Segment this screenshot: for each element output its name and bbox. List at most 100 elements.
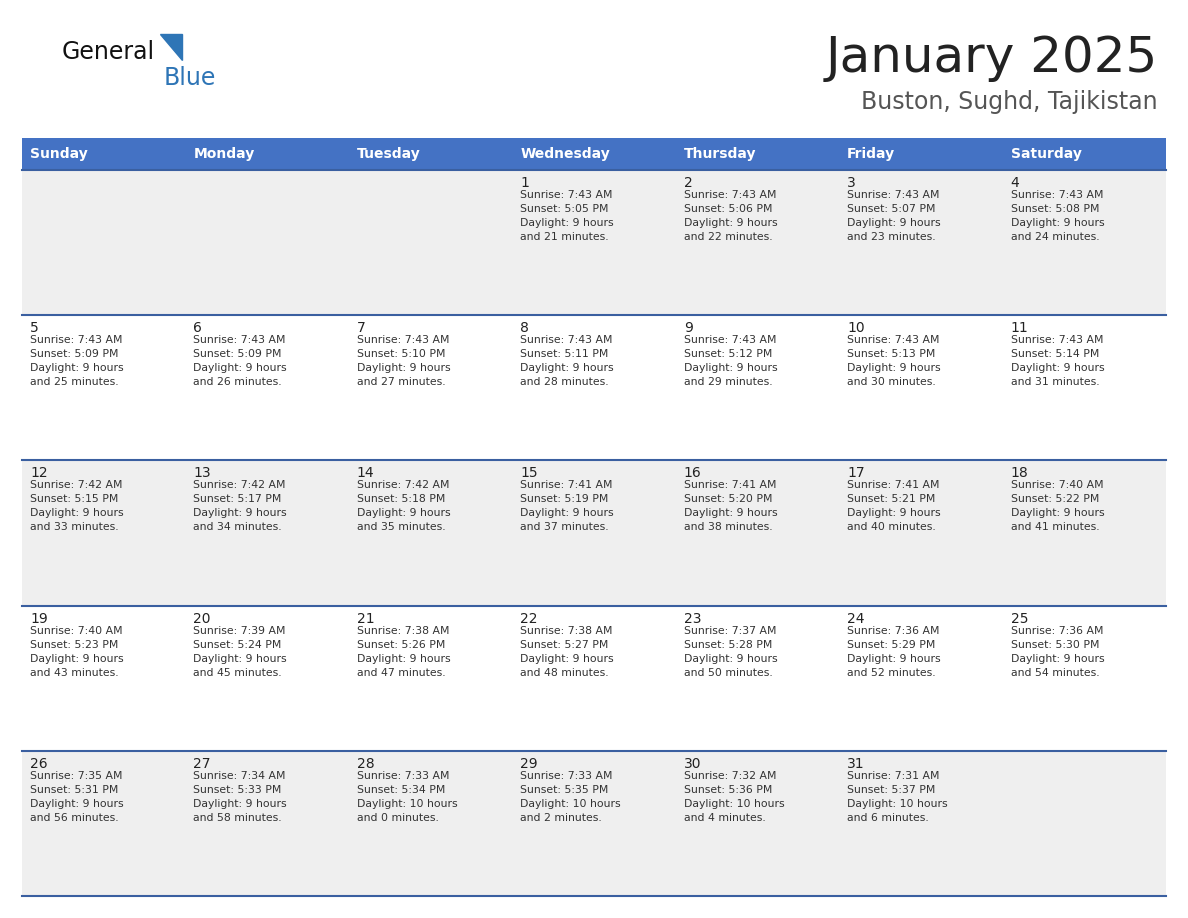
Text: Sunset: 5:09 PM: Sunset: 5:09 PM xyxy=(194,349,282,359)
FancyBboxPatch shape xyxy=(23,170,1165,315)
Text: Daylight: 9 hours: Daylight: 9 hours xyxy=(356,654,450,664)
Text: Sunrise: 7:43 AM: Sunrise: 7:43 AM xyxy=(684,190,776,200)
Text: and 50 minutes.: and 50 minutes. xyxy=(684,667,772,677)
Text: Sunset: 5:18 PM: Sunset: 5:18 PM xyxy=(356,495,446,504)
Text: 19: 19 xyxy=(30,611,48,625)
Text: and 43 minutes.: and 43 minutes. xyxy=(30,667,119,677)
Text: Daylight: 9 hours: Daylight: 9 hours xyxy=(30,364,124,374)
Text: and 48 minutes.: and 48 minutes. xyxy=(520,667,609,677)
Text: Sunrise: 7:32 AM: Sunrise: 7:32 AM xyxy=(684,771,776,781)
FancyBboxPatch shape xyxy=(23,606,1165,751)
Text: Sunset: 5:30 PM: Sunset: 5:30 PM xyxy=(1011,640,1099,650)
Text: and 47 minutes.: and 47 minutes. xyxy=(356,667,446,677)
Text: Sunrise: 7:38 AM: Sunrise: 7:38 AM xyxy=(520,625,613,635)
Text: Blue: Blue xyxy=(164,66,216,90)
FancyBboxPatch shape xyxy=(23,461,1165,606)
Text: and 34 minutes.: and 34 minutes. xyxy=(194,522,282,532)
Text: Buston, Sughd, Tajikistan: Buston, Sughd, Tajikistan xyxy=(861,90,1158,114)
Text: 23: 23 xyxy=(684,611,701,625)
Text: Sunset: 5:12 PM: Sunset: 5:12 PM xyxy=(684,349,772,359)
Text: Daylight: 9 hours: Daylight: 9 hours xyxy=(684,218,777,228)
Text: 12: 12 xyxy=(30,466,48,480)
Text: 10: 10 xyxy=(847,321,865,335)
Text: Sunset: 5:06 PM: Sunset: 5:06 PM xyxy=(684,204,772,214)
Text: 7: 7 xyxy=(356,321,366,335)
Text: Sunset: 5:15 PM: Sunset: 5:15 PM xyxy=(30,495,119,504)
Text: Sunset: 5:22 PM: Sunset: 5:22 PM xyxy=(1011,495,1099,504)
Text: Daylight: 9 hours: Daylight: 9 hours xyxy=(1011,364,1104,374)
Text: 25: 25 xyxy=(1011,611,1028,625)
Text: and 4 minutes.: and 4 minutes. xyxy=(684,812,765,823)
Text: Daylight: 9 hours: Daylight: 9 hours xyxy=(30,654,124,664)
Text: Sunrise: 7:36 AM: Sunrise: 7:36 AM xyxy=(847,625,940,635)
Text: 30: 30 xyxy=(684,756,701,771)
Text: and 6 minutes.: and 6 minutes. xyxy=(847,812,929,823)
Text: 2: 2 xyxy=(684,176,693,190)
Text: and 58 minutes.: and 58 minutes. xyxy=(194,812,282,823)
Text: Sunrise: 7:33 AM: Sunrise: 7:33 AM xyxy=(520,771,613,781)
Text: Sunrise: 7:31 AM: Sunrise: 7:31 AM xyxy=(847,771,940,781)
Text: Sunrise: 7:42 AM: Sunrise: 7:42 AM xyxy=(30,480,122,490)
Text: Daylight: 9 hours: Daylight: 9 hours xyxy=(194,509,287,519)
Text: Sunrise: 7:36 AM: Sunrise: 7:36 AM xyxy=(1011,625,1104,635)
Text: and 0 minutes.: and 0 minutes. xyxy=(356,812,438,823)
Text: Sunset: 5:09 PM: Sunset: 5:09 PM xyxy=(30,349,119,359)
FancyBboxPatch shape xyxy=(23,315,1165,461)
Text: and 30 minutes.: and 30 minutes. xyxy=(847,377,936,387)
Text: Daylight: 9 hours: Daylight: 9 hours xyxy=(356,509,450,519)
Text: Daylight: 9 hours: Daylight: 9 hours xyxy=(356,364,450,374)
Text: Daylight: 9 hours: Daylight: 9 hours xyxy=(847,654,941,664)
Text: Daylight: 9 hours: Daylight: 9 hours xyxy=(30,799,124,809)
Text: 18: 18 xyxy=(1011,466,1029,480)
Text: Sunrise: 7:43 AM: Sunrise: 7:43 AM xyxy=(847,190,940,200)
Text: Sunrise: 7:43 AM: Sunrise: 7:43 AM xyxy=(30,335,122,345)
Text: Daylight: 9 hours: Daylight: 9 hours xyxy=(30,509,124,519)
Text: Sunrise: 7:43 AM: Sunrise: 7:43 AM xyxy=(520,335,613,345)
Text: Sunset: 5:36 PM: Sunset: 5:36 PM xyxy=(684,785,772,795)
Text: Tuesday: Tuesday xyxy=(356,147,421,161)
Text: Daylight: 9 hours: Daylight: 9 hours xyxy=(520,364,614,374)
Text: Daylight: 9 hours: Daylight: 9 hours xyxy=(847,218,941,228)
Text: 21: 21 xyxy=(356,611,374,625)
Text: Sunset: 5:19 PM: Sunset: 5:19 PM xyxy=(520,495,608,504)
Text: Daylight: 9 hours: Daylight: 9 hours xyxy=(520,654,614,664)
Text: and 56 minutes.: and 56 minutes. xyxy=(30,812,119,823)
Text: Sunrise: 7:37 AM: Sunrise: 7:37 AM xyxy=(684,625,776,635)
Text: Sunrise: 7:43 AM: Sunrise: 7:43 AM xyxy=(847,335,940,345)
Text: Sunrise: 7:43 AM: Sunrise: 7:43 AM xyxy=(1011,335,1104,345)
Text: Sunset: 5:29 PM: Sunset: 5:29 PM xyxy=(847,640,935,650)
Text: and 23 minutes.: and 23 minutes. xyxy=(847,232,936,242)
Text: Daylight: 9 hours: Daylight: 9 hours xyxy=(194,654,287,664)
Text: 31: 31 xyxy=(847,756,865,771)
Text: Sunday: Sunday xyxy=(30,147,88,161)
Text: and 52 minutes.: and 52 minutes. xyxy=(847,667,936,677)
Text: Sunrise: 7:34 AM: Sunrise: 7:34 AM xyxy=(194,771,286,781)
Text: 1: 1 xyxy=(520,176,529,190)
Text: and 35 minutes.: and 35 minutes. xyxy=(356,522,446,532)
Text: Sunset: 5:05 PM: Sunset: 5:05 PM xyxy=(520,204,608,214)
Text: Daylight: 9 hours: Daylight: 9 hours xyxy=(520,509,614,519)
Text: Sunset: 5:26 PM: Sunset: 5:26 PM xyxy=(356,640,446,650)
Text: and 28 minutes.: and 28 minutes. xyxy=(520,377,609,387)
Text: 11: 11 xyxy=(1011,321,1029,335)
Text: Sunset: 5:11 PM: Sunset: 5:11 PM xyxy=(520,349,608,359)
Text: Sunrise: 7:33 AM: Sunrise: 7:33 AM xyxy=(356,771,449,781)
Text: Daylight: 9 hours: Daylight: 9 hours xyxy=(684,654,777,664)
Text: 26: 26 xyxy=(30,756,48,771)
Text: Sunrise: 7:41 AM: Sunrise: 7:41 AM xyxy=(520,480,613,490)
Text: Sunset: 5:14 PM: Sunset: 5:14 PM xyxy=(1011,349,1099,359)
Text: Daylight: 10 hours: Daylight: 10 hours xyxy=(847,799,948,809)
Text: Daylight: 9 hours: Daylight: 9 hours xyxy=(1011,218,1104,228)
Text: and 31 minutes.: and 31 minutes. xyxy=(1011,377,1099,387)
Text: Sunset: 5:13 PM: Sunset: 5:13 PM xyxy=(847,349,935,359)
Text: Daylight: 9 hours: Daylight: 9 hours xyxy=(684,509,777,519)
Text: Sunrise: 7:43 AM: Sunrise: 7:43 AM xyxy=(194,335,286,345)
Text: and 37 minutes.: and 37 minutes. xyxy=(520,522,609,532)
Text: 17: 17 xyxy=(847,466,865,480)
Text: and 41 minutes.: and 41 minutes. xyxy=(1011,522,1099,532)
Text: Daylight: 9 hours: Daylight: 9 hours xyxy=(194,364,287,374)
Text: Sunset: 5:20 PM: Sunset: 5:20 PM xyxy=(684,495,772,504)
Text: Sunset: 5:33 PM: Sunset: 5:33 PM xyxy=(194,785,282,795)
Text: and 54 minutes.: and 54 minutes. xyxy=(1011,667,1099,677)
Text: 20: 20 xyxy=(194,611,211,625)
